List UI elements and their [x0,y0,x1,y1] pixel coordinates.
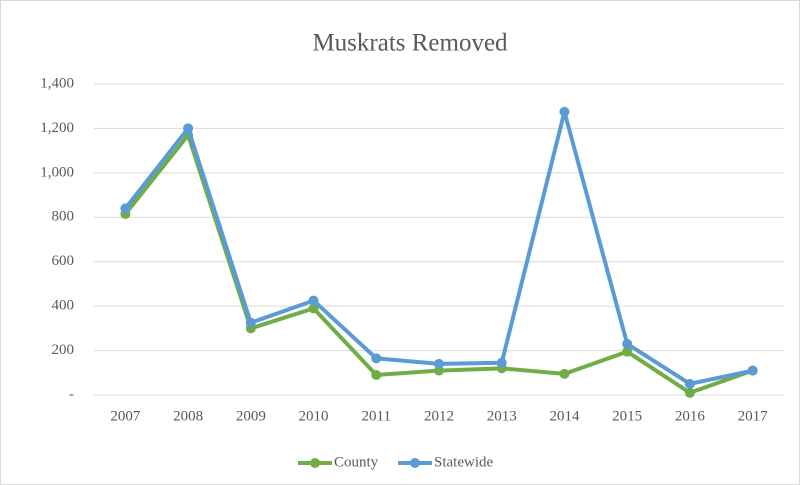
data-point [371,353,382,364]
data-point [308,295,319,306]
data-point [622,338,633,349]
data-point [496,357,507,368]
y-tick-label: 1,400 [40,75,74,91]
x-tick-label: 2015 [612,408,642,424]
x-tick-label: 2013 [487,408,517,424]
data-point [308,303,319,314]
data-point [120,203,131,214]
x-tick-label: 2010 [299,408,329,424]
legend-marker [310,458,320,468]
legend-label: County [334,454,379,470]
data-point [684,378,695,389]
data-point [371,370,382,381]
legend-label: Statewide [434,454,493,470]
x-tick-label: 2011 [362,408,391,424]
y-tick-label: 600 [52,253,75,269]
y-tick-label: 800 [52,209,75,225]
y-tick-label: - [69,386,74,402]
y-tick-label: 400 [52,298,75,314]
y-tick-label: 1,000 [40,164,74,180]
x-tick-label: 2008 [173,408,203,424]
data-point [183,123,194,134]
y-tick-label: 1,200 [40,120,74,136]
data-point [434,358,444,369]
y-tick-label: 200 [52,342,75,358]
x-tick-label: 2014 [549,408,580,424]
data-point [684,387,695,398]
data-point [559,106,570,117]
x-tick-label: 2017 [738,408,769,424]
chart-title: Muskrats Removed [312,30,508,57]
data-point [747,365,758,376]
legend-marker [410,458,420,468]
data-point [245,317,256,328]
x-tick-label: 2016 [675,408,706,424]
x-tick-label: 2012 [424,408,454,424]
x-tick-label: 2009 [236,408,266,424]
x-tick-label: 2007 [110,408,141,424]
data-point [622,346,633,357]
data-point [559,368,570,379]
